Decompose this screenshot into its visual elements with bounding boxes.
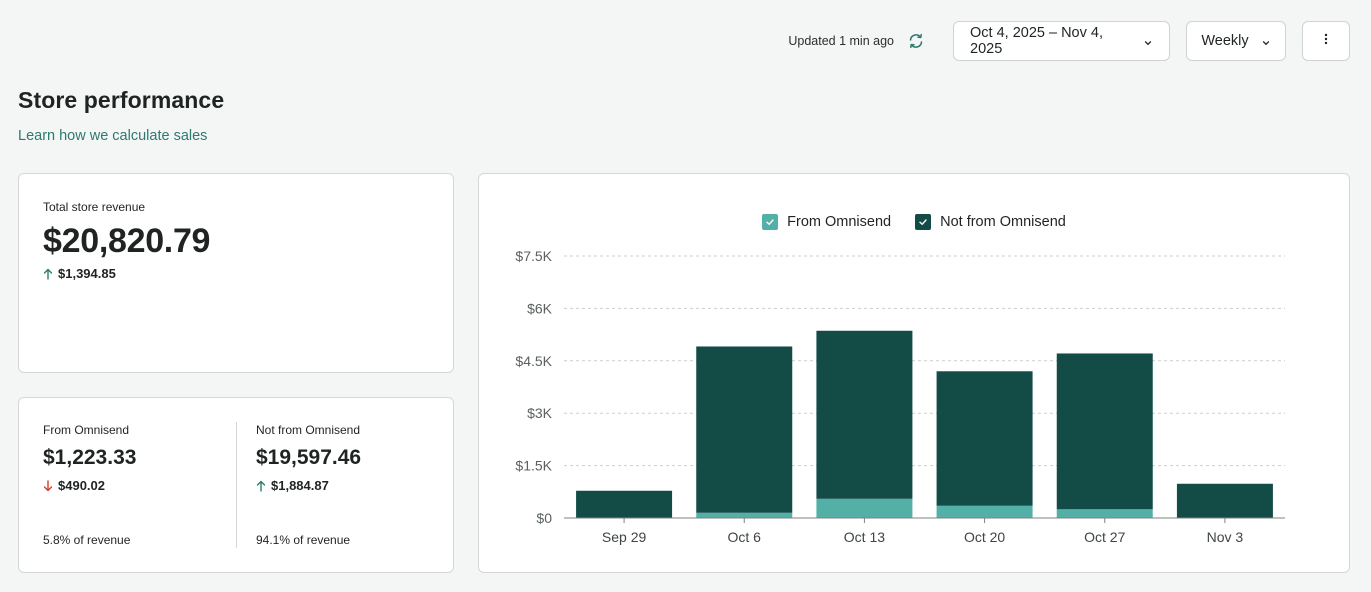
bar-not-from-omnisend: [696, 346, 793, 513]
bar-not-from-omnisend: [936, 371, 1033, 506]
checkbox-icon: [915, 214, 932, 230]
bar-from-omnisend: [816, 498, 913, 518]
date-range-label: Oct 4, 2025 – Nov 4, 2025: [970, 25, 1103, 57]
total-revenue-card: Total store revenue $20,820.79 $1,394.85: [18, 173, 454, 373]
chevron-down-icon: [1143, 36, 1153, 46]
bar-from-omnisend: [1056, 509, 1153, 518]
interval-label: Weekly: [1201, 33, 1249, 49]
not-from-omnisend-delta: $1,884.87: [256, 478, 329, 493]
from-omnisend-delta-value: $490.02: [58, 478, 105, 493]
x-tick-label: Oct 20: [964, 529, 1005, 545]
not-from-omnisend-label: Not from Omnisend: [256, 423, 361, 437]
arrow-up-icon: [256, 480, 266, 492]
y-tick-label: $3K: [527, 405, 553, 421]
date-range-picker[interactable]: Oct 4, 2025 – Nov 4, 2025: [953, 21, 1170, 61]
bar-from-omnisend: [936, 505, 1033, 518]
chevron-down-icon: [1261, 36, 1271, 46]
refresh-icon[interactable]: [907, 32, 925, 50]
y-tick-label: $6K: [527, 300, 553, 316]
bar-from-omnisend: [696, 512, 793, 518]
checkbox-icon: [762, 214, 779, 230]
arrow-down-icon: [43, 479, 53, 492]
more-vertical-icon: [1324, 32, 1328, 50]
bar-not-from-omnisend: [576, 490, 673, 518]
not-from-omnisend-delta-value: $1,884.87: [271, 478, 329, 493]
x-tick-label: Nov 3: [1207, 529, 1244, 545]
y-tick-label: $0: [536, 510, 552, 526]
x-tick-label: Sep 29: [602, 529, 647, 545]
x-tick-label: Oct 27: [1084, 529, 1125, 545]
legend-label: From Omnisend: [787, 214, 892, 230]
more-options-button[interactable]: [1302, 21, 1350, 61]
chart-legend: From Omnisend Not from Omnisend: [479, 214, 1349, 230]
y-tick-label: $4.5K: [515, 353, 552, 369]
divider: [236, 422, 237, 548]
y-tick-label: $7.5K: [515, 248, 552, 264]
total-delta-value: $1,394.85: [58, 266, 116, 281]
stacked-bar-chart: $0 $1.5K $3K $4.5K $6K $7.5K Sep 29 Oct 6 Oct 13…: [515, 248, 1285, 545]
page-title: Store performance: [18, 87, 225, 113]
total-revenue-delta: $1,394.85: [43, 266, 116, 281]
revenue-split-card: From Omnisend $1,223.33 $490.02 5.8% of …: [18, 397, 454, 573]
total-revenue-label: Total store revenue: [43, 200, 146, 214]
from-omnisend-delta: $490.02: [43, 478, 105, 493]
x-tick-label: Oct 6: [728, 529, 762, 545]
updated-text: Updated 1 min ago: [788, 34, 894, 48]
revenue-chart-card: From Omnisend Not from Omnisend $0 $1.5K $…: [478, 173, 1350, 573]
arrow-up-icon: [43, 268, 53, 280]
x-tick-label: Oct 13: [844, 529, 885, 545]
interval-select[interactable]: Weekly: [1186, 21, 1286, 61]
top-toolbar: Updated 1 min ago Oct 4, 2025 – Nov 4, 2…: [788, 21, 1350, 61]
not-from-omnisend-value: $19,597.46: [256, 446, 362, 469]
from-omnisend-share: 5.8% of revenue: [43, 533, 131, 547]
bar-not-from-omnisend: [1176, 483, 1273, 518]
legend-item-not-from-omnisend[interactable]: Not from Omnisend: [915, 214, 1066, 230]
total-revenue-value: $20,820.79: [43, 222, 211, 260]
bar-not-from-omnisend: [1056, 353, 1153, 510]
from-omnisend-value: $1,223.33: [43, 446, 137, 469]
y-tick-label: $1.5K: [515, 458, 552, 474]
legend-label: Not from Omnisend: [940, 214, 1066, 230]
last-updated: Updated 1 min ago: [788, 32, 925, 50]
from-omnisend-label: From Omnisend: [43, 423, 130, 437]
learn-calculate-link[interactable]: Learn how we calculate sales: [18, 128, 208, 144]
legend-item-from-omnisend[interactable]: From Omnisend: [762, 214, 891, 230]
not-from-omnisend-share: 94.1% of revenue: [256, 533, 351, 547]
bar-not-from-omnisend: [816, 330, 913, 499]
